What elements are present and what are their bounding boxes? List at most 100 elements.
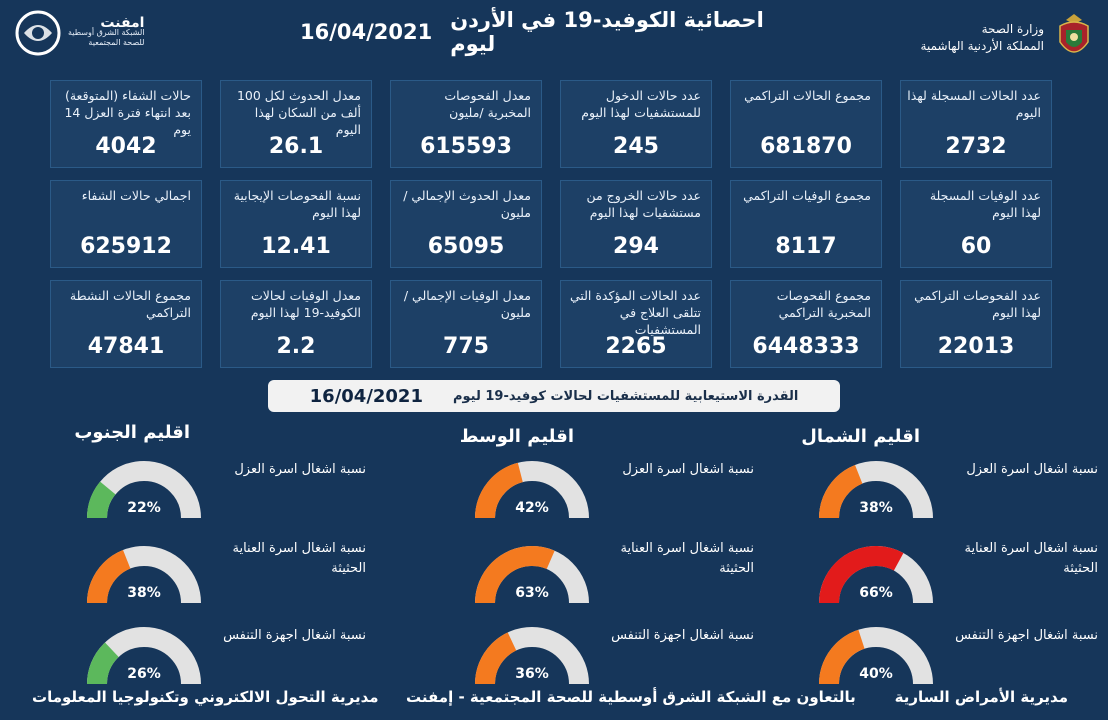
stat-value: 681870 [760, 134, 852, 159]
gauge-label-isolation: نسبة اشغال اسرة العزل [622, 462, 754, 477]
stat-label: عدد حالات الخروج من مستشفيات لهذا اليوم [586, 188, 701, 220]
imfnet-line1: الشبكة الشرق أوسطية [68, 28, 145, 37]
stat-card: مجموع الوفيات التراكمي 8117 [730, 180, 882, 268]
gauge-label-ventilators: نسبة اشغال اجهزة التنفس [611, 628, 754, 643]
gauge-label-icu: نسبة اشغال اسرة العناية الحثيثة [620, 541, 755, 576]
gauge-icu: 66% [818, 545, 934, 605]
stat-value: 2.2 [276, 334, 316, 359]
stat-card: عدد الوفيات المسجلة لهذا اليوم 60 [900, 180, 1052, 268]
page-date: 16/04/2021 [300, 20, 433, 44]
stat-label: مجموع الحالات التراكمي [744, 88, 871, 103]
banner-text: القدرة الاستيعابية للمستشفيات لحالات كوف… [452, 388, 799, 404]
page-title: احصائية الكوفيد-19 في الأردن ليوم [450, 8, 764, 56]
gauge-fill [87, 642, 120, 685]
stats-grid: عدد الحالات المسجلة لهذا اليوم 2732 مجموع … [50, 80, 1054, 370]
banner-date: 16/04/2021 [309, 385, 423, 407]
region-title: اقليم الجنوب [74, 422, 190, 443]
stat-value: 245 [613, 134, 659, 159]
stat-card: مجموع الحالات النشطة التراكمي 47841 [50, 280, 202, 368]
stat-card: عدد الفحوصات التراكمي لهذا اليوم 22013 [900, 280, 1052, 368]
gauge-fill [87, 481, 116, 519]
gauge-ventilators: 40% [818, 626, 934, 686]
gauge-label-icu: نسبة اشغال اسرة العناية الحثيثة [232, 541, 367, 576]
gauge-isolation: 22% [86, 460, 202, 520]
stat-label: معدل الوفيات لحالات الكوفيد-19 لهذا اليو… [250, 288, 361, 320]
gauge-fill [819, 546, 904, 604]
stat-card: عدد الحالات المسجلة لهذا اليوم 2732 [900, 80, 1052, 168]
region-title: اقليم الشمال [801, 426, 920, 447]
stat-value: 22013 [937, 334, 1015, 359]
kingdom-name: المملكة الأردنية الهاشمية [920, 39, 1044, 53]
stat-value: 615593 [420, 134, 512, 159]
stat-label: عدد الحالات المسجلة لهذا اليوم [907, 88, 1041, 120]
coat-of-arms-icon [1059, 14, 1089, 53]
ministry-logo-block: وزارة الصحة المملكة الأردنية الهاشمية [896, 10, 1096, 66]
gauge-percent: 26% [127, 666, 161, 682]
page-title-bar: 16/04/2021 احصائية الكوفيد-19 في الأردن … [300, 8, 800, 56]
stat-label: معدل الحدوث الإجمالي /مليون [403, 188, 531, 220]
gauge-label-ventilators: نسبة اشغال اجهزة التنفس [223, 628, 366, 643]
stat-card: نسبة الفحوصات الإيجابية لهذا اليوم 12.41 [220, 180, 372, 268]
stat-value: 294 [613, 234, 659, 259]
stat-value: 4042 [95, 134, 157, 159]
footer-right: مديرية الأمراض السارية [894, 688, 1068, 706]
gauge-isolation: 42% [474, 460, 590, 520]
stat-label: عدد الوفيات المسجلة لهذا اليوم [929, 188, 1041, 220]
stat-label: عدد الفحوصات التراكمي لهذا اليوم [914, 288, 1041, 320]
gauge-fill [475, 632, 517, 685]
gauge-label-isolation: نسبة اشغال اسرة العزل [234, 462, 366, 477]
hospital-capacity-banner: 16/04/2021 القدرة الاستيعابية للمستشفيات… [268, 380, 840, 412]
gauge-fill [819, 465, 863, 519]
stat-value: 12.41 [261, 234, 331, 259]
footer-left: مديرية التحول الالكتروني وتكنولوجيا المع… [32, 688, 379, 706]
gauge-label-icu: نسبة اشغال اسرة العناية الحثيثة [964, 541, 1099, 576]
imfnet-name: امفنت [100, 15, 145, 31]
gauge-percent: 40% [859, 666, 893, 682]
stat-value: 2265 [605, 334, 667, 359]
stat-value: 6448333 [752, 334, 860, 359]
stat-value: 26.1 [268, 134, 324, 159]
gauge-icu: 38% [86, 545, 202, 605]
stat-value: 775 [443, 334, 489, 359]
gauge-percent: 22% [127, 500, 161, 516]
stat-value: 625912 [80, 234, 172, 259]
footer-center: بالتعاون مع الشبكة الشرق أوسطية للصحة ال… [406, 688, 856, 706]
stat-value: 8117 [775, 234, 837, 259]
gauge-percent: 38% [859, 500, 893, 516]
stat-label: اجمالي حالات الشفاء [81, 188, 191, 203]
stat-label: مجموع الفحوصات المخبرية التراكمي [776, 288, 871, 320]
gauge-fill [475, 462, 524, 519]
region-title: اقليم الوسط [459, 426, 574, 447]
gauge-percent: 42% [515, 500, 549, 516]
stat-card: عدد حالات الدخول للمستشفيات لهذا اليوم 24… [560, 80, 712, 168]
imfnet-globe-icon [15, 10, 61, 56]
stat-label: مجموع الحالات النشطة التراكمي [69, 288, 191, 320]
stat-value: 65095 [427, 234, 505, 259]
stat-value: 47841 [87, 334, 165, 359]
gauge-isolation: 38% [818, 460, 934, 520]
gauge-percent: 38% [127, 585, 161, 601]
stat-label: نسبة الفحوصات الإيجابية لهذا اليوم [233, 188, 361, 220]
stat-card: عدد الحالات المؤكدة التي تتلقى العلاج في… [560, 280, 712, 368]
ministry-name: وزارة الصحة [981, 22, 1044, 36]
stat-card: اجمالي حالات الشفاء 625912 [50, 180, 202, 268]
gauge-percent: 63% [515, 585, 549, 601]
gauge-ventilators: 36% [474, 626, 590, 686]
stat-label: حالات الشفاء (المتوقعة) بعد انتهاء فترة … [64, 88, 191, 137]
stat-label: عدد الحالات المؤكدة التي تتلقى العلاج في… [569, 288, 701, 337]
stat-value: 2732 [945, 134, 1007, 159]
gauge-icu: 63% [474, 545, 590, 605]
stat-label: عدد حالات الدخول للمستشفيات لهذا اليوم [581, 88, 701, 120]
gauge-label-isolation: نسبة اشغال اسرة العزل [966, 462, 1098, 477]
stat-card: مجموع الفحوصات المخبرية التراكمي 6448333 [730, 280, 882, 368]
stat-label: مجموع الوفيات التراكمي [743, 188, 871, 203]
imfnet-line2: للصحة المجتمعية [88, 38, 145, 47]
stat-label: معدل الفحوصات المخبرية /مليون [444, 88, 531, 120]
stat-card: معدل الوفيات الإجمالي /مليون 775 [390, 280, 542, 368]
gauge-ventilators: 26% [86, 626, 202, 686]
stat-card: معدل الفحوصات المخبرية /مليون 615593 [390, 80, 542, 168]
gauge-percent: 66% [859, 585, 893, 601]
gauge-percent: 36% [515, 666, 549, 682]
gauge-fill [819, 629, 866, 685]
gauge-fill [87, 550, 131, 604]
